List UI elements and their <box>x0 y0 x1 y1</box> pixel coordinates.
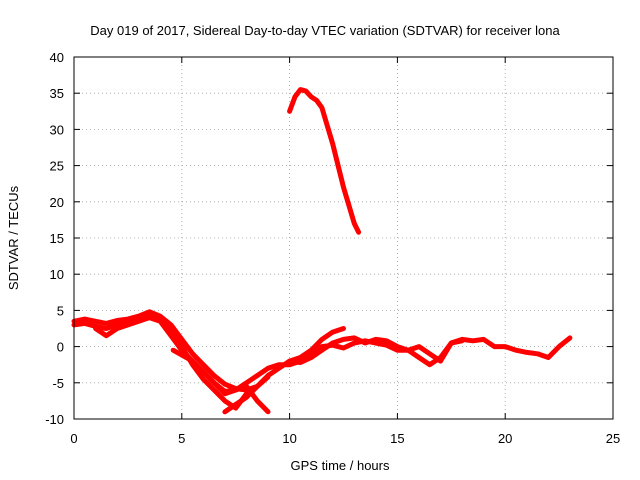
series-line-track-d <box>170 335 573 394</box>
x-axis-label: GPS time / hours <box>291 458 390 473</box>
series-line-track-peak <box>287 87 362 235</box>
ticks <box>73 56 614 420</box>
y-tick-label: 10 <box>50 267 64 282</box>
x-tick-label: 25 <box>606 431 620 446</box>
y-tick-label: 20 <box>50 195 64 210</box>
y-tick-label: 35 <box>50 86 64 101</box>
grid <box>74 57 613 419</box>
x-tick-label: 5 <box>178 431 185 446</box>
x-tick-label: 15 <box>390 431 404 446</box>
y-tick-labels: -10 -5 0 5 10 15 20 25 30 35 40 <box>45 50 64 427</box>
y-tick-label: 5 <box>57 303 64 318</box>
y-tick-label: 40 <box>50 50 64 65</box>
x-tick-label: 10 <box>282 431 296 446</box>
series-line-track-b <box>71 311 249 411</box>
series-layer <box>71 87 573 415</box>
y-tick-label: 30 <box>50 122 64 137</box>
y-tick-label: -10 <box>45 412 64 427</box>
x-tick-label: 0 <box>70 431 77 446</box>
y-tick-label: 25 <box>50 159 64 174</box>
series-line-track-e <box>222 326 346 415</box>
y-axis-label: SDTVAR / TECUs <box>6 185 21 290</box>
x-tick-labels: 0 5 10 15 20 25 <box>70 431 620 446</box>
x-tick-label: 20 <box>498 431 512 446</box>
y-tick-label: 15 <box>50 231 64 246</box>
y-tick-label: 0 <box>57 340 64 355</box>
y-tick-label: -5 <box>52 376 64 391</box>
chart-title: Day 019 of 2017, Sidereal Day-to-day VTE… <box>90 23 560 38</box>
series-line-track-f <box>287 335 465 368</box>
